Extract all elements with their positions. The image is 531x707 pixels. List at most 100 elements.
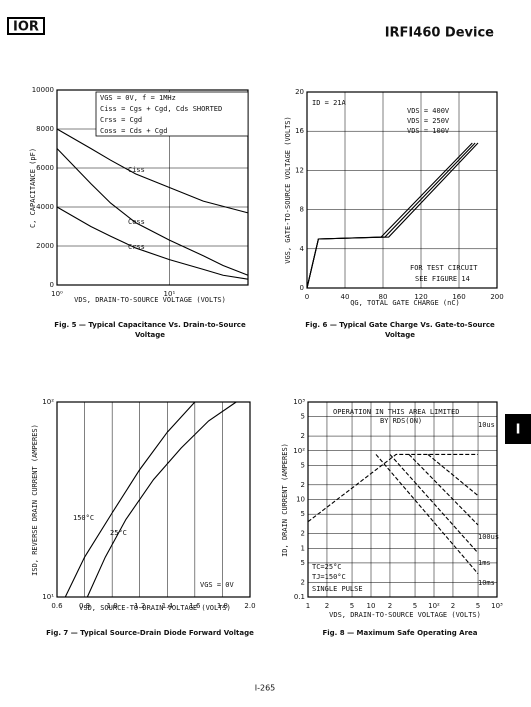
x-tick-label: 10³ (491, 602, 503, 610)
y-axis-label: ID, DRAIN CURRENT (AMPERES) (281, 443, 289, 557)
curve-label: 25°C (110, 529, 127, 537)
side-tab-label: I (516, 423, 521, 438)
curve (408, 454, 479, 526)
x-tick-label: 2 (451, 602, 455, 610)
x-tick-label: 120 (414, 293, 427, 301)
x-tick-label: 2 (388, 602, 392, 610)
annotation: SINGLE PULSE (312, 585, 363, 593)
curve (56, 148, 249, 276)
x-axis-label: VSD, SOURCE-TO-DRAIN VOLTAGE (VOLTS) (79, 604, 231, 612)
y-tick-label: 5 (301, 461, 305, 469)
plot-frame (307, 401, 498, 598)
y-tick-label: 0.1 (294, 593, 305, 601)
x-tick-label: 1.8 (217, 602, 228, 610)
y-axis-label: ISD, REVERSE DRAIN CURRENT (AMPERES) (31, 424, 39, 576)
curve (427, 454, 479, 497)
y-tick-label: 10² (293, 447, 305, 455)
y-tick-label: 0 (300, 284, 304, 292)
x-tick-label: 5 (413, 602, 417, 610)
y-tick-label: 20 (295, 88, 304, 96)
x-tick-label: 10 (367, 602, 376, 610)
y-tick-label: 1 (301, 544, 305, 552)
curve (56, 128, 249, 214)
annotation: TJ=150°C (312, 573, 346, 581)
y-axis-label: VGS, GATE-TO-SOURCE VOLTAGE (VOLTS) (284, 116, 292, 264)
annotation: OPERATION IN THIS AREA LIMITED (333, 408, 459, 416)
plot-frame (306, 91, 498, 289)
curve (86, 401, 237, 598)
x-tick-label: 2 (325, 602, 329, 610)
x-tick-label: 1.6 (189, 602, 201, 610)
x-tick-label: 0.6 (51, 602, 63, 610)
annotation: VGS = 0V, f = 1MHz (100, 94, 176, 102)
y-axis-label: C, CAPACITANCE (pF) (29, 148, 37, 228)
y-tick-label: 10³ (293, 398, 305, 406)
curve-label: 100us (478, 533, 499, 541)
annotation: Ciss = Cgs + Cgd, Cds SHORTED (100, 105, 222, 113)
x-tick-label: 0 (305, 293, 309, 301)
figure-caption: Voltage (385, 331, 415, 339)
x-tick-label: 40 (341, 293, 350, 301)
x-axis-label: QG, TOTAL GATE CHARGE (nC) (350, 299, 460, 307)
curve-label: 10ms (478, 579, 495, 587)
x-axis-label: VDS, DRAIN-TO-SOURCE VOLTAGE (VOLTS) (74, 296, 226, 304)
annotation: SEE FIGURE 14 (415, 275, 470, 283)
logo: IOR (13, 20, 39, 35)
x-tick-label: 1.4 (162, 602, 174, 610)
curve-label: 150°C (73, 514, 94, 522)
curve-label: VDS = 250V (407, 117, 450, 125)
y-tick-label: 12 (295, 166, 304, 174)
y-tick-label: 2 (301, 578, 305, 586)
x-tick-label: 80 (379, 293, 388, 301)
y-tick-label: 4 (300, 245, 305, 253)
device-title: IRFI460 Device (385, 26, 494, 41)
logo-box (7, 17, 45, 35)
x-axis-label: VDS, DRAIN-TO-SOURCE VOLTAGE (VOLTS) (329, 611, 481, 619)
x-tick-label: 10¹ (164, 290, 176, 298)
curve (56, 206, 249, 280)
curve-label: Ciss (128, 166, 145, 174)
y-tick-label: 2 (301, 530, 305, 538)
annotation: Coss = Cds + Cgd (100, 127, 167, 135)
x-tick-label: 10⁰ (51, 290, 63, 298)
x-tick-label: 160 (452, 293, 465, 301)
curve-label: 10us (478, 421, 495, 429)
plot-frame (56, 401, 251, 598)
y-tick-label: 10² (42, 398, 54, 406)
figure-caption: Fig. 8 — Maximum Safe Operating Area (322, 629, 477, 637)
x-tick-label: 1.2 (134, 602, 145, 610)
annotation: BY RDS(ON) (380, 417, 422, 425)
y-tick-label: 5 (301, 510, 305, 518)
annotation: ID = 21A (312, 99, 347, 107)
y-tick-label: 6000 (36, 164, 54, 172)
legend-box (95, 91, 249, 137)
figure-caption: Voltage (135, 331, 165, 339)
y-tick-label: 10000 (32, 86, 54, 94)
x-tick-label: 1.0 (107, 602, 118, 610)
annotation: FOR TEST CIRCUIT (410, 264, 478, 272)
figure-caption: Fig. 7 — Typical Source-Drain Diode Forw… (46, 629, 254, 637)
curve-label: Crss (128, 243, 145, 251)
y-tick-label: 16 (295, 127, 304, 135)
curve-label: VDS = 400V (407, 107, 450, 115)
curve-label: Coss (128, 218, 145, 226)
figure-caption: Fig. 6 — Typical Gate Charge Vs. Gate-to… (305, 321, 495, 329)
plot-frame (56, 89, 249, 286)
curve (389, 454, 479, 554)
x-tick-label: 0.8 (79, 602, 90, 610)
y-tick-label: 2 (301, 432, 305, 440)
x-tick-label: 5 (350, 602, 354, 610)
page-number: I-265 (255, 684, 276, 693)
curve (375, 454, 479, 575)
curve (306, 142, 473, 289)
x-tick-label: 2.0 (244, 602, 255, 610)
y-tick-label: 5 (301, 413, 305, 421)
y-tick-label: 2000 (36, 242, 54, 250)
side-tab (505, 414, 531, 444)
x-tick-label: 5 (476, 602, 480, 610)
curve (307, 453, 479, 523)
curve-label: 1ms (478, 559, 491, 567)
x-tick-label: 1 (306, 602, 310, 610)
annotation: VGS = 0V (200, 581, 235, 589)
